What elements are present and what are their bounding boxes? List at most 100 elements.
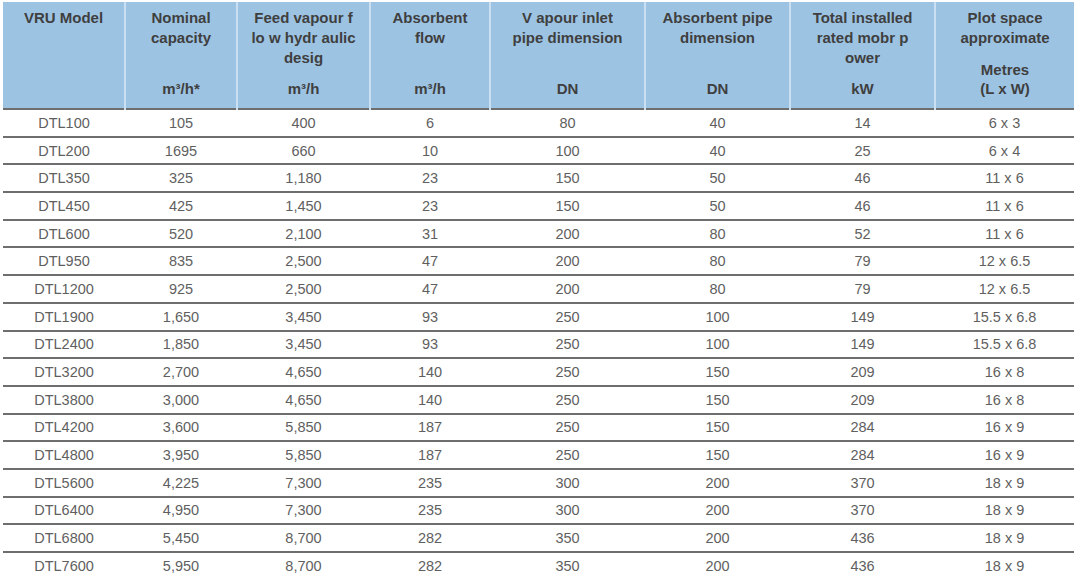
cell-motor-power: 25 (790, 137, 935, 165)
table-row: DTL12009252,50047200807912 x 6.5 (3, 275, 1074, 303)
cell-nominal-capacity: 1,650 (125, 303, 237, 331)
table-body: DTL10010540068040146 x 3DTL2001695660101… (3, 109, 1074, 580)
cell-motor-power: 209 (790, 358, 935, 386)
cell-model: DTL7600 (3, 552, 125, 580)
cell-feed-vapour-flow: 7,300 (237, 469, 370, 497)
table-row: DTL6005202,10031200805211 x 6 (3, 220, 1074, 248)
column-header-absorbent-pipe: Absorbent pipedimension DN (645, 2, 790, 109)
cell-nominal-capacity: 1,850 (125, 331, 237, 359)
cell-absorbent-flow: 187 (370, 441, 490, 469)
table-row: DTL48003,9505,85018725015028416 x 9 (3, 441, 1074, 469)
cell-feed-vapour-flow: 400 (237, 109, 370, 137)
cell-plot-space: 15.5 x 6.8 (935, 331, 1074, 359)
cell-vapour-inlet-pipe: 250 (490, 386, 645, 414)
cell-nominal-capacity: 520 (125, 220, 237, 248)
cell-feed-vapour-flow: 5,850 (237, 441, 370, 469)
cell-absorbent-flow: 140 (370, 386, 490, 414)
cell-plot-space: 15.5 x 6.8 (935, 303, 1074, 331)
cell-vapour-inlet-pipe: 80 (490, 109, 645, 137)
table-row: DTL64004,9507,30023530020037018 x 9 (3, 497, 1074, 525)
cell-feed-vapour-flow: 3,450 (237, 331, 370, 359)
cell-plot-space: 18 x 9 (935, 524, 1074, 552)
table-row: DTL76005,9508,70028235020043618 x 9 (3, 552, 1074, 580)
cell-motor-power: 46 (790, 164, 935, 192)
cell-feed-vapour-flow: 2,500 (237, 275, 370, 303)
cell-absorbent-flow: 93 (370, 331, 490, 359)
cell-model: DTL350 (3, 164, 125, 192)
table-row: DTL24001,8503,4509325010014915.5 x 6.8 (3, 331, 1074, 359)
column-unit-motor-power: kW (851, 79, 874, 98)
cell-absorbent-flow: 10 (370, 137, 490, 165)
cell-model: DTL450 (3, 192, 125, 220)
cell-feed-vapour-flow: 4,650 (237, 358, 370, 386)
table-row: DTL19001,6503,4509325010014915.5 x 6.8 (3, 303, 1074, 331)
cell-feed-vapour-flow: 1,180 (237, 164, 370, 192)
cell-vapour-inlet-pipe: 250 (490, 358, 645, 386)
column-unit-vapour-inlet-pipe: DN (557, 79, 579, 98)
cell-absorbent-flow: 282 (370, 524, 490, 552)
cell-nominal-capacity: 5,450 (125, 524, 237, 552)
cell-absorbent-pipe: 40 (645, 109, 790, 137)
cell-absorbent-pipe: 80 (645, 275, 790, 303)
cell-motor-power: 209 (790, 386, 935, 414)
cell-model: DTL600 (3, 220, 125, 248)
table-row: DTL10010540068040146 x 3 (3, 109, 1074, 137)
column-unit-feed-vapour-flow: m³/h (288, 79, 320, 98)
cell-plot-space: 18 x 9 (935, 469, 1074, 497)
cell-nominal-capacity: 3,000 (125, 386, 237, 414)
column-unit-plot-space: Metres(L x W) (980, 60, 1030, 98)
column-title-nominal-capacity: Nominalcapacity (151, 8, 211, 48)
cell-model: DTL100 (3, 109, 125, 137)
cell-absorbent-flow: 23 (370, 164, 490, 192)
cell-vapour-inlet-pipe: 150 (490, 192, 645, 220)
cell-feed-vapour-flow: 8,700 (237, 552, 370, 580)
column-unit-absorbent-flow: m³/h (414, 79, 446, 98)
table-row: DTL3503251,18023150504611 x 6 (3, 164, 1074, 192)
column-title-absorbent-pipe: Absorbent pipedimension (662, 8, 772, 48)
cell-absorbent-pipe: 200 (645, 497, 790, 525)
cell-absorbent-flow: 187 (370, 414, 490, 442)
cell-vapour-inlet-pipe: 100 (490, 137, 645, 165)
cell-vapour-inlet-pipe: 250 (490, 331, 645, 359)
cell-absorbent-flow: 282 (370, 552, 490, 580)
cell-model: DTL1200 (3, 275, 125, 303)
cell-vapour-inlet-pipe: 200 (490, 247, 645, 275)
column-title-feed-vapour-flow: Feed vapour flo w hydr aulicdesig (251, 8, 355, 68)
cell-feed-vapour-flow: 8,700 (237, 524, 370, 552)
column-header-nominal-capacity: Nominalcapacitym³/h* (125, 2, 237, 109)
cell-absorbent-flow: 235 (370, 497, 490, 525)
cell-model: DTL1900 (3, 303, 125, 331)
column-title-absorbent-flow: Absorbentflow (393, 8, 468, 48)
cell-nominal-capacity: 925 (125, 275, 237, 303)
cell-absorbent-pipe: 150 (645, 414, 790, 442)
cell-motor-power: 46 (790, 192, 935, 220)
cell-model: DTL4200 (3, 414, 125, 442)
table-row: DTL9508352,50047200807912 x 6.5 (3, 247, 1074, 275)
column-title-plot-space: Plot spaceapproximate (960, 8, 1049, 48)
cell-plot-space: 12 x 6.5 (935, 275, 1074, 303)
cell-model: DTL3200 (3, 358, 125, 386)
column-header-vapour-inlet-pipe: V apour inletpipe dimensionDN (490, 2, 645, 109)
table-row: DTL4504251,45023150504611 x 6 (3, 192, 1074, 220)
cell-model: DTL4800 (3, 441, 125, 469)
cell-nominal-capacity: 105 (125, 109, 237, 137)
cell-absorbent-flow: 140 (370, 358, 490, 386)
cell-feed-vapour-flow: 1,450 (237, 192, 370, 220)
cell-plot-space: 18 x 9 (935, 552, 1074, 580)
column-unit-absorbent-pipe: DN (707, 79, 729, 98)
cell-model: DTL6400 (3, 497, 125, 525)
cell-nominal-capacity: 3,600 (125, 414, 237, 442)
column-title-motor-power: Total installedrated mobr power (813, 8, 913, 68)
table-header: VRU ModelNominalcapacitym³/h*Feed vapour… (3, 2, 1074, 109)
cell-motor-power: 284 (790, 414, 935, 442)
cell-nominal-capacity: 425 (125, 192, 237, 220)
column-header-feed-vapour-flow: Feed vapour flo w hydr aulicdesig m³/h (237, 2, 370, 109)
cell-nominal-capacity: 1695 (125, 137, 237, 165)
cell-absorbent-pipe: 200 (645, 524, 790, 552)
cell-motor-power: 149 (790, 303, 935, 331)
cell-absorbent-flow: 6 (370, 109, 490, 137)
cell-absorbent-pipe: 200 (645, 469, 790, 497)
column-header-model: VRU Model (3, 2, 125, 109)
cell-absorbent-flow: 93 (370, 303, 490, 331)
cell-model: DTL200 (3, 137, 125, 165)
